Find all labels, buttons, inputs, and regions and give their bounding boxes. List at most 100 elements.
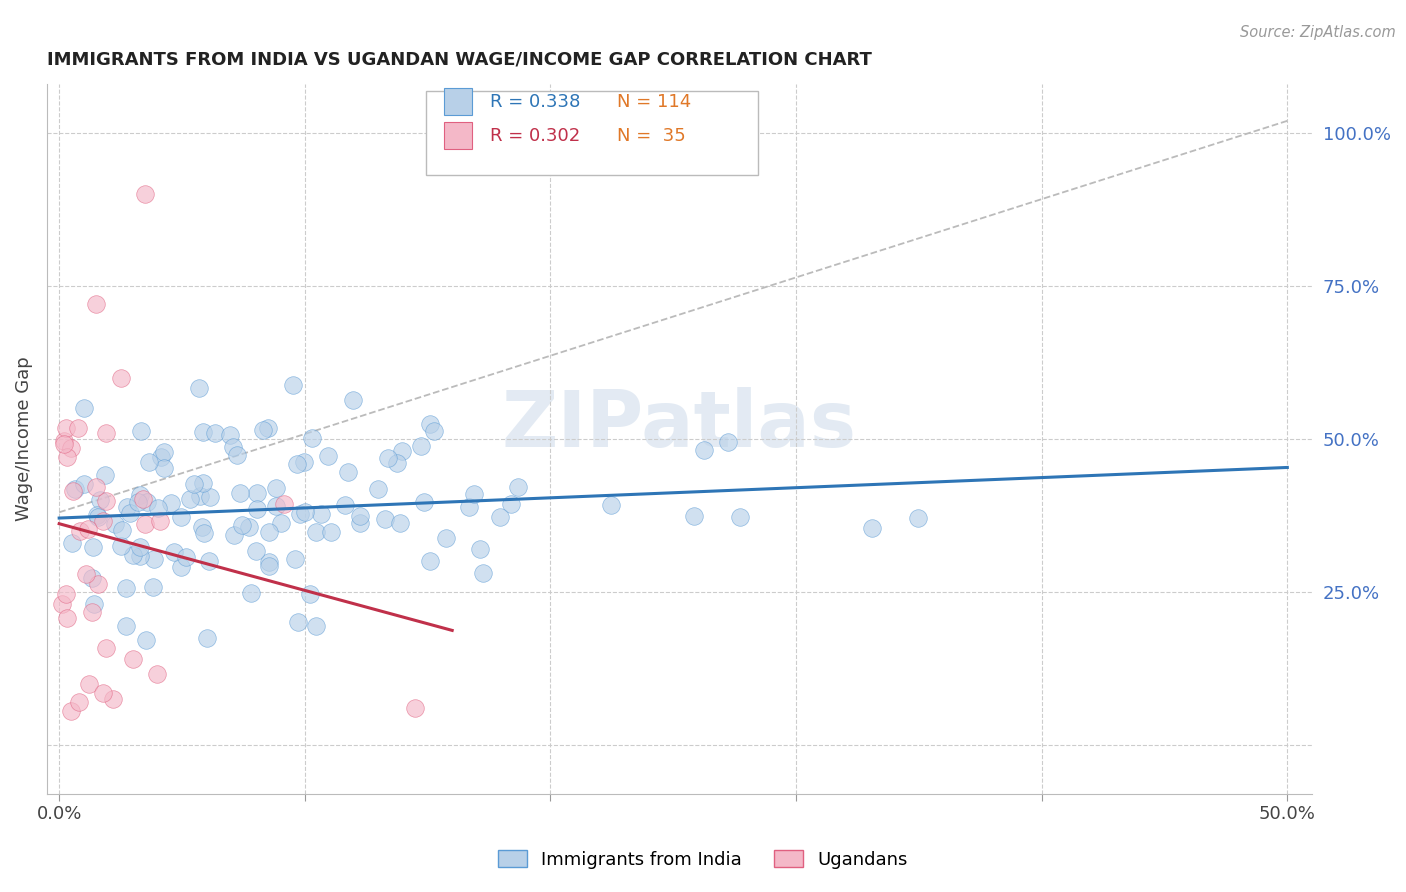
Point [93, 686, 115, 700]
Point [121, 652, 143, 666]
Point [179, 491, 201, 506]
Point [152, 460, 174, 475]
Point [191, 425, 214, 439]
Point [257, 524, 280, 539]
Point [163, 545, 186, 559]
Point [82, 540, 104, 554]
Point [94, 425, 117, 440]
Point [96, 640, 118, 655]
Point [388, 516, 411, 530]
Point [80, 605, 103, 619]
Point [288, 507, 311, 521]
Point [239, 585, 262, 599]
Point [52, 436, 75, 450]
Point [110, 370, 132, 384]
Point [55, 450, 77, 464]
Point [80, 571, 103, 585]
Point [730, 510, 752, 524]
Point [127, 494, 149, 508]
Point [183, 477, 205, 491]
Point [149, 514, 172, 528]
Point [292, 455, 315, 469]
Point [117, 500, 139, 515]
Point [287, 457, 309, 471]
Point [301, 431, 323, 445]
Point [501, 497, 523, 511]
Point [349, 516, 371, 530]
Point [472, 566, 495, 581]
Point [170, 559, 193, 574]
Point [717, 434, 740, 449]
Point [60, 704, 83, 718]
Point [342, 392, 364, 407]
Point [245, 544, 267, 558]
Point [193, 526, 215, 541]
Text: IMMIGRANTS FROM INDIA VS UGANDAN WAGE/INCOME GAP CORRELATION CHART: IMMIGRANTS FROM INDIA VS UGANDAN WAGE/IN… [46, 51, 872, 69]
Point [316, 449, 339, 463]
Point [683, 508, 706, 523]
Point [413, 495, 436, 509]
Point [219, 428, 242, 442]
Point [76, 522, 98, 536]
Point [367, 482, 389, 496]
Point [264, 499, 287, 513]
Point [860, 521, 883, 535]
Point [349, 508, 371, 523]
Point [333, 498, 356, 512]
Point [197, 554, 219, 568]
Point [69, 524, 91, 539]
Point [84, 480, 107, 494]
Text: R = 0.302: R = 0.302 [489, 127, 579, 145]
Point [66, 420, 89, 434]
Point [114, 581, 136, 595]
Point [195, 632, 218, 646]
Point [75, 567, 97, 582]
Point [51, 597, 73, 611]
Point [142, 580, 165, 594]
Point [55, 586, 77, 600]
Point [55, 421, 77, 435]
FancyBboxPatch shape [444, 88, 472, 115]
Point [238, 520, 260, 534]
Text: R = 0.338: R = 0.338 [489, 93, 581, 111]
Point [693, 442, 716, 457]
Point [273, 497, 295, 511]
Point [152, 445, 174, 459]
Point [91, 514, 114, 528]
Point [129, 424, 152, 438]
Point [94, 468, 117, 483]
Text: N =  35: N = 35 [617, 127, 686, 145]
Legend: Immigrants from India, Ugandans: Immigrants from India, Ugandans [491, 843, 915, 876]
Point [149, 450, 172, 464]
Point [336, 466, 359, 480]
Point [294, 505, 316, 519]
Point [111, 523, 134, 537]
Point [246, 502, 269, 516]
Point [134, 517, 156, 532]
Point [228, 485, 250, 500]
Point [84, 297, 107, 311]
Point [257, 559, 280, 574]
Point [83, 597, 105, 611]
Point [198, 490, 221, 504]
Point [281, 377, 304, 392]
Point [187, 380, 209, 394]
FancyBboxPatch shape [426, 91, 758, 175]
Point [231, 517, 253, 532]
Point [411, 439, 433, 453]
Point [62, 483, 84, 498]
Point [311, 507, 333, 521]
Point [508, 479, 530, 493]
Point [56, 610, 79, 624]
Point [94, 493, 117, 508]
Point [190, 489, 212, 503]
Point [86, 508, 108, 522]
Point [246, 486, 269, 500]
Point [319, 524, 342, 539]
Point [257, 555, 280, 569]
Point [103, 691, 125, 706]
Point [89, 492, 111, 507]
Point [59, 441, 82, 455]
Point [67, 695, 90, 709]
Point [77, 676, 100, 690]
